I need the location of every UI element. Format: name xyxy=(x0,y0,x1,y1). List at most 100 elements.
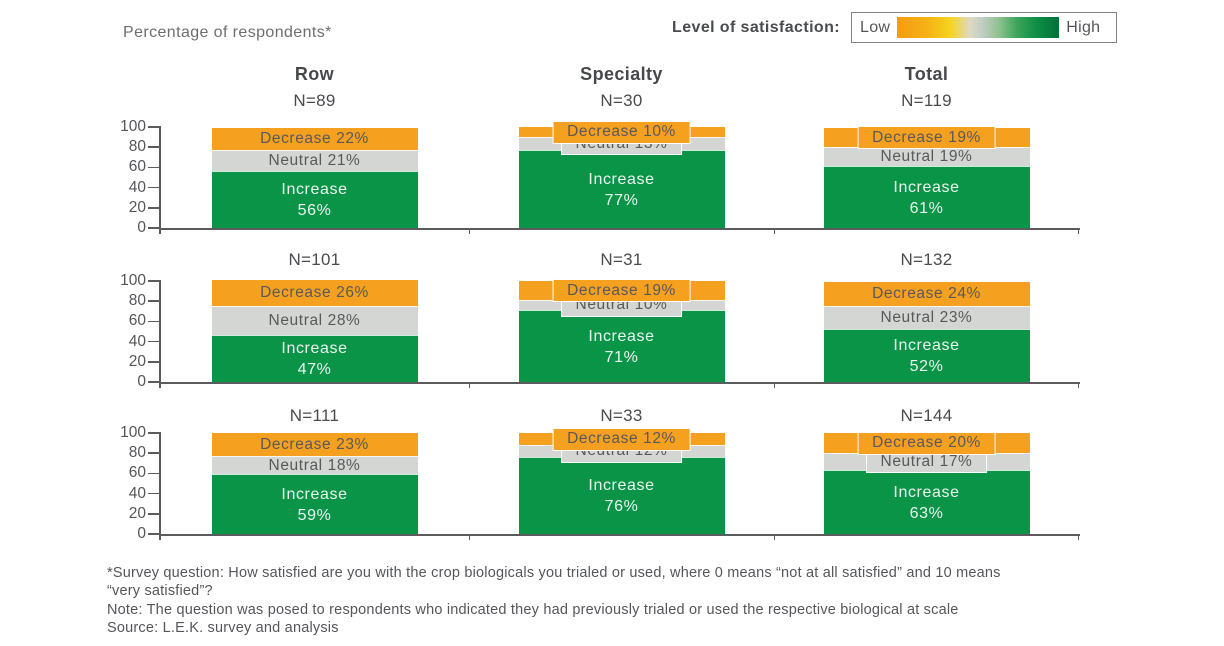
y-axis-tick-label: 0 xyxy=(137,219,146,236)
y-axis-tick-label: 40 xyxy=(128,178,146,196)
decrease-segment: Decrease 26% xyxy=(211,279,418,307)
sample-size-label: N=31 xyxy=(600,250,643,269)
page-title: Percentage of respondents* xyxy=(123,24,332,41)
legend-title: Level of satisfaction: xyxy=(672,19,840,36)
sample-size-label: N=111 xyxy=(289,406,340,425)
satisfaction-gradient-bar xyxy=(897,17,1060,38)
increase-segment-label: Increase 61% xyxy=(893,178,960,217)
neutral-segment: Neutral 23% xyxy=(823,306,1030,330)
y-axis-tick-label: 20 xyxy=(128,352,146,370)
decrease-segment-label: Decrease 20% xyxy=(857,431,996,455)
increase-segment: Increase 59% xyxy=(211,474,418,534)
y-axis-tick-label: 20 xyxy=(128,504,146,522)
increase-segment-label: Increase 71% xyxy=(588,327,655,366)
sample-size-label: N=30 xyxy=(600,91,643,110)
decrease-segment-label: Decrease 26% xyxy=(260,284,369,302)
sample-size-label: N=144 xyxy=(900,406,953,425)
y-axis-tick-label: 100 xyxy=(120,118,146,135)
footnote-line-1: *Survey question: How satisfied are you … xyxy=(107,565,1001,581)
increase-segment: Increase 52% xyxy=(823,329,1030,382)
neutral-segment-label: Neutral 17% xyxy=(865,450,988,474)
y-axis-tick xyxy=(148,533,159,535)
x-axis-section-tick xyxy=(1077,228,1079,234)
stacked-bar: Increase 59% Neutral 18% Decrease 23% xyxy=(211,433,418,534)
increase-segment: Increase 47% xyxy=(211,334,418,382)
y-axis-tick-label: 100 xyxy=(120,272,146,289)
y-axis-tick xyxy=(148,126,159,128)
neutral-segment: Neutral 21% xyxy=(211,150,418,172)
x-axis-section-tick xyxy=(159,534,161,540)
x-axis-section-tick xyxy=(159,382,161,388)
y-axis-tick-label: 40 xyxy=(128,332,146,350)
y-axis-tick xyxy=(148,381,159,383)
y-axis-tick-label: 0 xyxy=(137,525,146,542)
x-axis-section-tick xyxy=(468,534,470,540)
y-axis-line xyxy=(159,280,161,383)
y-axis-line xyxy=(159,432,161,535)
y-axis-tick-label: 60 xyxy=(128,312,146,330)
y-axis-tick xyxy=(148,472,159,475)
stacked-bar: Increase 56% Neutral 21% Decrease 22% xyxy=(211,128,418,228)
x-axis-baseline xyxy=(159,382,1080,384)
sample-size-label: N=89 xyxy=(293,91,336,110)
neutral-segment-label: Neutral 18% xyxy=(268,456,361,474)
y-axis-tick xyxy=(148,300,159,302)
y-axis-tick-label: 40 xyxy=(128,484,146,502)
footnote-line-4: Source: L.E.K. survey and analysis xyxy=(107,620,339,636)
column-header-total: Total xyxy=(904,64,949,84)
y-axis-tick xyxy=(148,207,159,209)
x-axis-baseline xyxy=(159,228,1080,230)
y-axis-tick xyxy=(148,452,159,454)
decrease-segment-label: Decrease 22% xyxy=(260,130,369,148)
increase-segment: Increase 56% xyxy=(211,171,418,228)
increase-segment: Increase 63% xyxy=(823,470,1030,534)
decrease-segment-label: Decrease 19% xyxy=(857,126,996,150)
increase-segment: Increase 76% xyxy=(518,457,725,534)
stacked-bar: Increase 47% Neutral 28% Decrease 26% xyxy=(211,279,418,382)
decrease-segment-label: Decrease 10% xyxy=(552,120,691,144)
y-axis-tick-label: 100 xyxy=(120,424,146,441)
y-axis-tick xyxy=(148,320,159,323)
column-header-row: Row xyxy=(294,64,335,84)
y-axis-tick xyxy=(148,186,159,189)
decrease-segment-label: Decrease 12% xyxy=(552,427,691,451)
sample-size-label: N=33 xyxy=(600,406,643,425)
y-axis-tick xyxy=(148,227,159,229)
legend-low-label: Low xyxy=(860,18,891,36)
x-axis-section-tick xyxy=(1077,382,1079,388)
neutral-segment: Neutral 18% xyxy=(211,456,418,475)
y-axis-tick xyxy=(148,280,159,282)
y-axis-tick xyxy=(148,146,159,148)
y-axis-tick xyxy=(148,361,159,363)
increase-segment: Increase 71% xyxy=(518,310,725,382)
stacked-bar: Increase 76% Neutral 12% Decrease 12% xyxy=(518,427,725,534)
decrease-segment-label: Decrease 23% xyxy=(260,435,369,453)
decrease-segment-label: Decrease 24% xyxy=(872,285,981,303)
neutral-segment: Neutral 19% xyxy=(823,147,1030,167)
increase-segment-label: Increase 76% xyxy=(588,477,655,516)
column-header-specialty: Specialty xyxy=(580,64,663,84)
x-axis-section-tick xyxy=(1077,534,1079,540)
decrease-segment: Decrease 23% xyxy=(211,433,418,457)
x-axis-baseline xyxy=(159,534,1080,536)
increase-segment-label: Increase 59% xyxy=(281,485,348,524)
increase-segment-label: Increase 63% xyxy=(893,483,960,522)
increase-segment-label: Increase 77% xyxy=(588,170,655,209)
neutral-segment-label: Neutral 23% xyxy=(880,309,973,327)
neutral-segment-label: Neutral 28% xyxy=(268,311,361,329)
y-axis-tick-label: 80 xyxy=(128,292,146,310)
decrease-segment: Decrease 24% xyxy=(823,282,1030,307)
y-axis-tick xyxy=(148,432,159,434)
y-axis-tick xyxy=(148,513,159,515)
satisfaction-legend: Low High xyxy=(851,12,1117,43)
decrease-segment-label: Decrease 19% xyxy=(552,279,691,303)
y-axis-tick xyxy=(148,492,159,495)
neutral-segment: Neutral 28% xyxy=(211,306,418,335)
stacked-bar: Increase 63% Neutral 17% Decrease 20% xyxy=(823,431,1030,534)
y-axis-line xyxy=(159,126,161,229)
x-axis-section-tick xyxy=(468,382,470,388)
increase-segment: Increase 61% xyxy=(823,166,1030,228)
increase-segment-label: Increase 47% xyxy=(281,339,348,378)
x-axis-section-tick xyxy=(773,382,775,388)
